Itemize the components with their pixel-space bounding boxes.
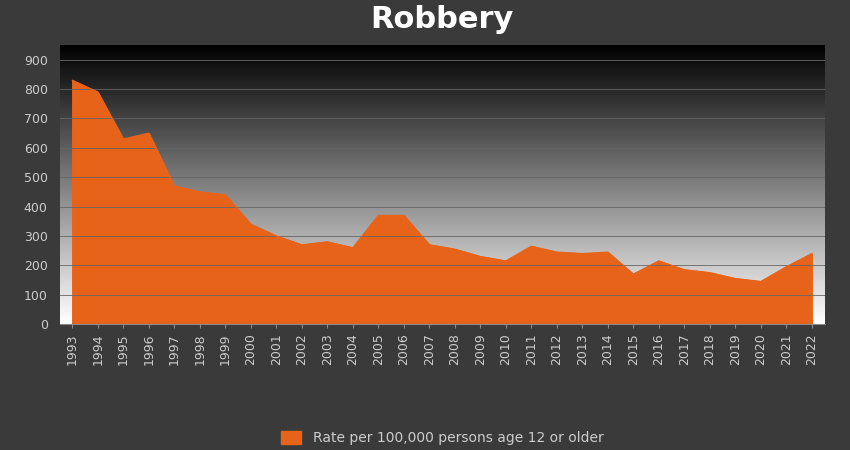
Legend: Rate per 100,000 persons age 12 or older: Rate per 100,000 persons age 12 or older — [275, 426, 609, 450]
Title: Robbery: Robbery — [371, 5, 513, 34]
